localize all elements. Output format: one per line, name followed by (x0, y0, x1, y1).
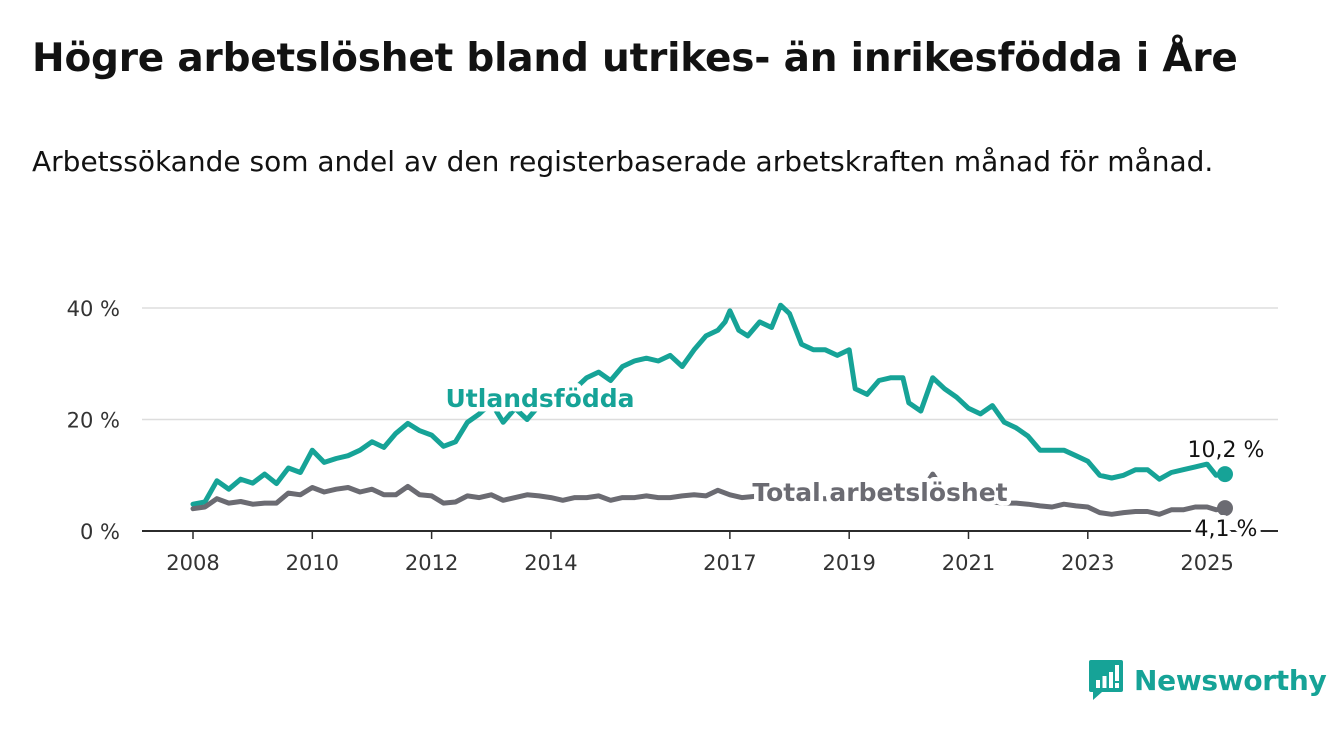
line-chart: 0 % 20 % 40 % 2008 2010 2012 2014 2017 2019 2021… (67, 297, 1278, 575)
series-label-utlandsfodda-halo: Utlandsfödda (446, 384, 635, 413)
x-tick-label: 2014 (524, 551, 577, 575)
x-tick-label: 2017 (703, 551, 756, 575)
chart-subtitle: Arbetssökande som andel av den registerb… (32, 145, 1214, 178)
end-value-label-utlandsfodda: 10,2 % (1188, 438, 1265, 463)
brand-name: Newsworthy (1134, 663, 1327, 697)
y-tick-label: 40 % (67, 297, 120, 321)
x-tick-label: 2008 (166, 551, 219, 575)
x-tick-label: 2012 (405, 551, 458, 575)
series-line-0 (190, 302, 1228, 507)
series-end-point (1217, 466, 1233, 483)
series-end-point (1217, 500, 1233, 517)
x-tick-label: 2023 (1061, 551, 1114, 575)
series-label-utlandsfodda: Utlandsfödda (446, 384, 635, 413)
x-tick-label: 2010 (286, 551, 339, 575)
chart-title: Högre arbetslöshet bland utrikes- än inr… (32, 36, 1238, 81)
series-lines (190, 302, 1233, 517)
y-tick-label: 20 % (67, 409, 120, 433)
x-tick-label: 2021 (942, 551, 995, 575)
end-value-label-utlandsfodda-halo: 10,2 % (1188, 438, 1265, 463)
x-tick-label: 2025 (1180, 551, 1233, 575)
series-label-total: Total arbetslöshet (752, 478, 1007, 507)
bar-chart-speech-bubble-icon (1089, 660, 1123, 700)
newsworthy-logo: Newsworthy (1088, 658, 1327, 702)
series-line-1 (190, 471, 1228, 517)
x-axis: 2008 2010 2012 2014 2017 2019 2021 2023 2025 (166, 531, 1234, 575)
y-axis: 0 % 20 % 40 % (67, 297, 120, 544)
y-tick-label: 0 % (80, 520, 120, 544)
end-value-label-total: 4,1 % (1195, 517, 1258, 542)
gridlines (142, 307, 1278, 532)
series-label-total-halo: Total arbetslöshet (752, 478, 1007, 507)
x-tick-label: 2019 (822, 551, 875, 575)
end-value-label-total-halo: 4,1 % (1195, 517, 1258, 542)
